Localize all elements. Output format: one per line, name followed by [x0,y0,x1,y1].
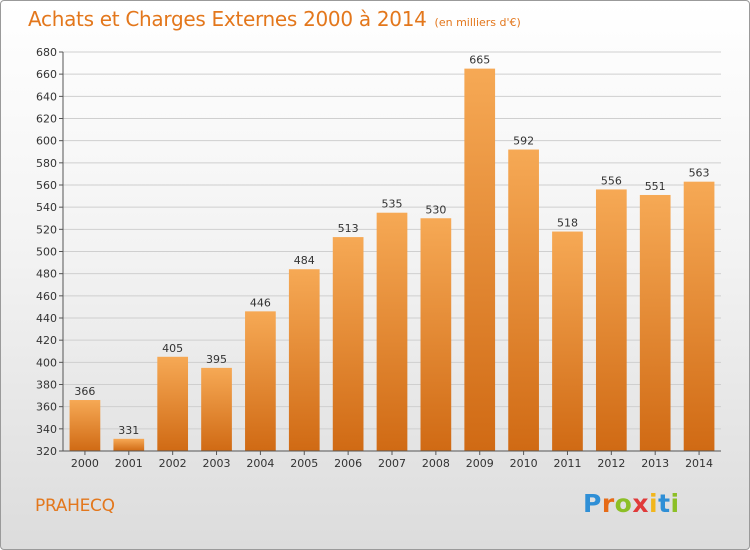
chart-title: Achats et Charges Externes 2000 à 2014 (e… [28,7,521,31]
y-tick-label: 460 [36,290,57,303]
x-tick-label: 2004 [246,457,274,470]
bar [552,231,583,451]
logo-letter: i [649,489,659,518]
y-tick-label: 640 [36,90,57,103]
logo-letter: r [601,489,615,518]
data-label: 535 [382,198,403,211]
bar [69,400,101,451]
y-tick-label: 620 [36,113,57,126]
title-unit: (en milliers d'€) [434,16,521,29]
x-tick-label: 2009 [466,457,494,470]
y-tick-label: 560 [36,179,57,192]
y-tick-label: 320 [36,445,57,458]
data-label: 556 [601,174,622,187]
data-label: 592 [513,135,534,148]
y-tick-label: 440 [36,312,57,325]
logo-letter: t [658,489,671,518]
bar [157,356,189,451]
bars: 366 331 405 395 446 484 513 535 530 665 592 518 556 5… [69,54,715,452]
y-tick-label: 500 [36,246,57,259]
bar [245,311,276,451]
y-tick-label: 600 [36,135,57,148]
y-tick-label: 480 [36,268,57,281]
data-label: 405 [162,342,183,355]
x-tick-label: 2012 [597,457,625,470]
bar [113,438,145,451]
bar [288,269,320,451]
x-tick-label: 2006 [334,457,362,470]
bar [332,237,364,451]
y-tick-label: 400 [36,356,57,369]
x-tick-label: 2001 [115,457,143,470]
y-tick-label: 540 [36,201,57,214]
data-label: 563 [689,167,710,180]
y-tick-label: 520 [36,223,57,236]
y-tick-label: 360 [36,401,57,414]
y-tick-label: 660 [36,68,57,81]
logo-letter: o [614,489,633,518]
bar [683,181,715,452]
data-label: 513 [338,222,359,235]
x-tick-label: 2003 [203,457,231,470]
bar [201,367,232,451]
x-tick-label: 2000 [71,457,99,470]
bar [508,149,539,452]
proxiti-logo: Proxiti [583,489,680,518]
x-tick-label: 2005 [290,457,318,470]
data-label: 395 [206,353,227,366]
x-tick-label: 2002 [159,457,187,470]
bar [639,194,671,451]
commune-name: PRAHECQ [35,496,115,516]
y-tick-label: 380 [36,379,57,392]
data-label: 551 [645,180,666,193]
y-tick-label: 680 [36,46,57,59]
x-tick-label: 2010 [510,457,538,470]
data-label: 484 [294,254,315,267]
data-label: 366 [74,385,95,398]
data-label: 665 [469,54,490,67]
y-tick-label: 340 [36,423,57,436]
x-tick-label: 2013 [641,457,669,470]
axes: 320 340 360 380 400 420 440 460 480 500 520 540 560 5… [36,46,721,470]
data-label: 518 [557,217,578,230]
data-label: 530 [425,203,446,216]
logo-letter: i [670,489,680,518]
bar [595,189,627,451]
data-label: 331 [118,424,139,437]
data-label: 446 [250,296,271,309]
x-tick-label: 2008 [422,457,450,470]
bar [420,218,452,451]
x-tick-label: 2011 [553,457,581,470]
y-tick-label: 580 [36,157,57,170]
x-tick-label: 2014 [685,457,713,470]
bar [464,68,496,451]
y-tick-label: 420 [36,334,57,347]
bar [376,212,408,451]
logo-letter: P [583,489,602,518]
title-text: Achats et Charges Externes 2000 à 2014 [28,7,427,31]
logo-letter: x [632,489,649,518]
x-tick-label: 2007 [378,457,406,470]
